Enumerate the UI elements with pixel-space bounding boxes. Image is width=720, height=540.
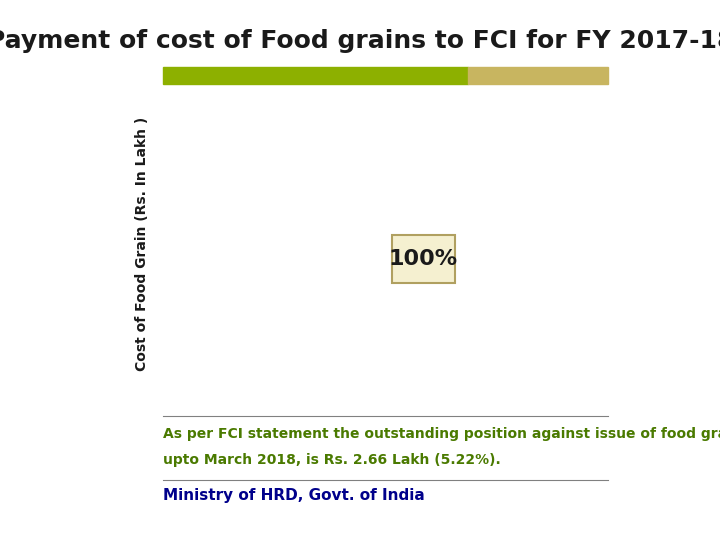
- Text: Cost of Food Grain (Rs. In Lakh ): Cost of Food Grain (Rs. In Lakh ): [135, 116, 149, 370]
- Text: 100%: 100%: [389, 249, 458, 269]
- Bar: [163, 68, 468, 84]
- Text: As per FCI statement the outstanding position against issue of food grains: As per FCI statement the outstanding pos…: [163, 427, 720, 441]
- FancyBboxPatch shape: [392, 235, 455, 284]
- Text: Ministry of HRD, Govt. of India: Ministry of HRD, Govt. of India: [163, 488, 425, 503]
- Text: Payment of cost of Food grains to FCI for FY 2017-18: Payment of cost of Food grains to FCI fo…: [0, 29, 720, 53]
- Text: upto March 2018, is Rs. 2.66 Lakh (5.22%).: upto March 2018, is Rs. 2.66 Lakh (5.22%…: [163, 454, 500, 468]
- Bar: [468, 68, 608, 84]
